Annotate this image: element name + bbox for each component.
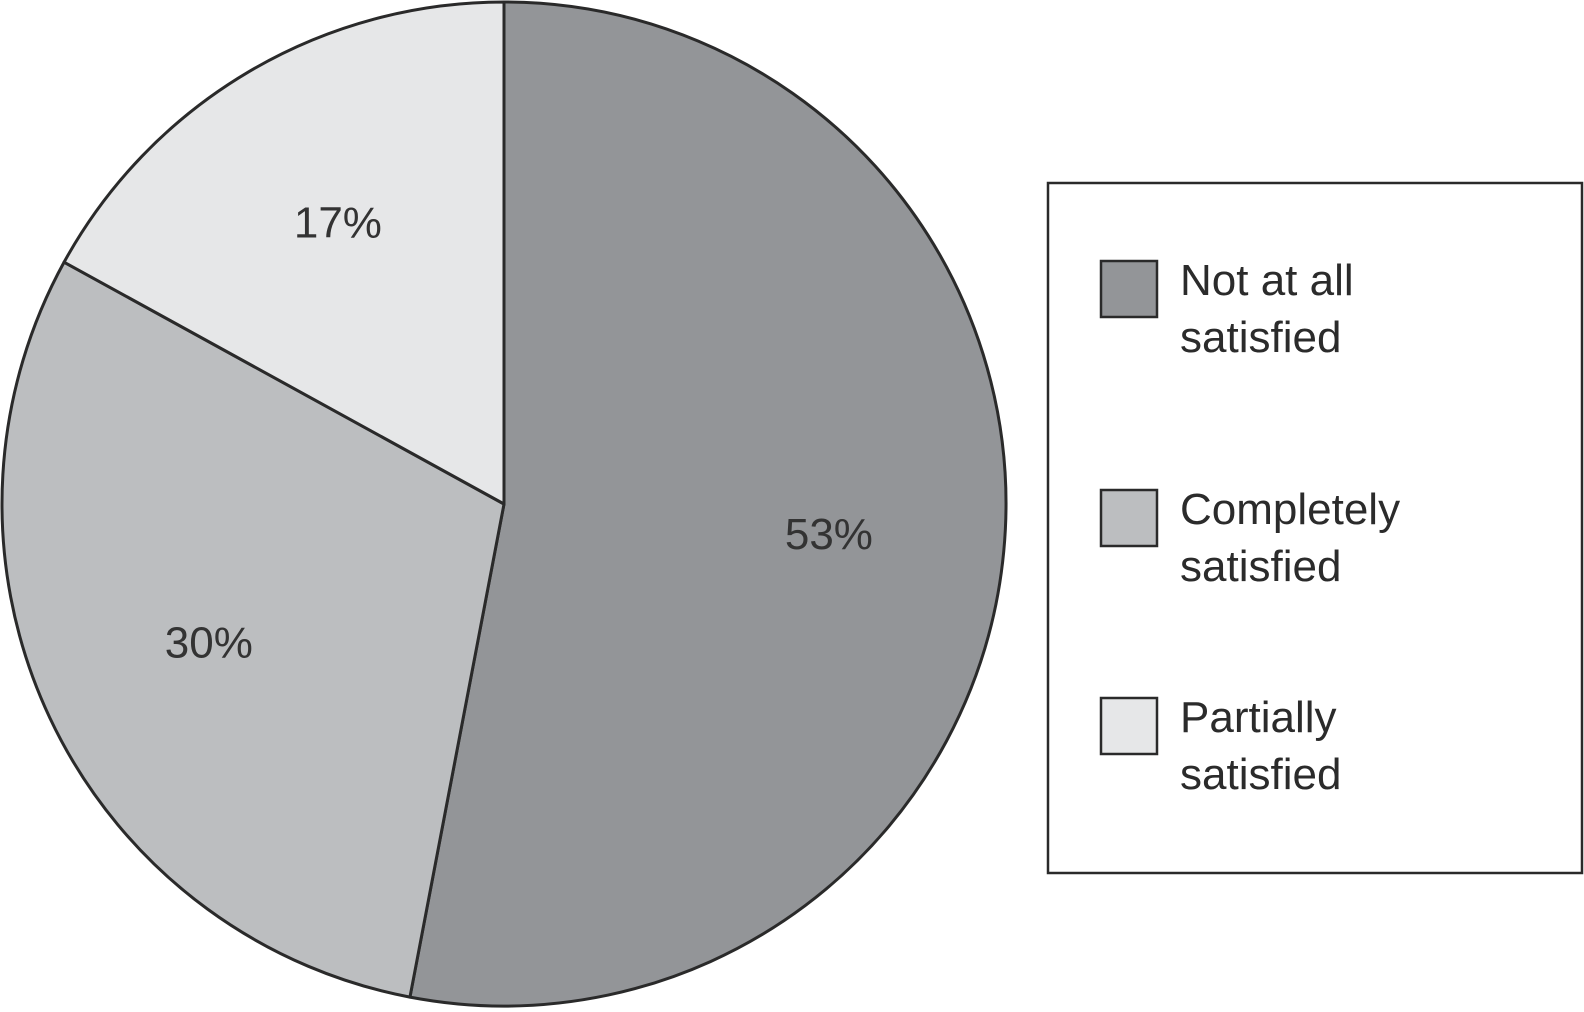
- pie-slice-partially-satisfied: [62, 0, 506, 506]
- pie-slice-not-at-all-satisfied: [408, 0, 1008, 1008]
- pie-value-labels: 53% 30% 17%: [165, 199, 873, 668]
- pie-slice-completely-satisfied: [0, 260, 506, 999]
- legend-label: satisfied: [1180, 750, 1341, 799]
- pie-value-label: 30%: [165, 618, 253, 667]
- legend-label: Partially: [1180, 693, 1337, 742]
- legend-swatch: [1099, 259, 1159, 319]
- pie-slices: [0, 0, 1008, 1008]
- legend-label: Not at all: [1180, 256, 1354, 305]
- legend-label: satisfied: [1180, 542, 1341, 591]
- legend-label: Completely: [1180, 485, 1400, 534]
- legend-swatch: [1099, 488, 1159, 548]
- pie-value-label: 17%: [294, 199, 382, 248]
- legend-swatch: [1099, 696, 1159, 756]
- legend: Not at all satisfied Completely satisfied Pa…: [1046, 181, 1584, 875]
- pie-value-label: 53%: [785, 510, 873, 559]
- legend-label: satisfied: [1180, 313, 1341, 362]
